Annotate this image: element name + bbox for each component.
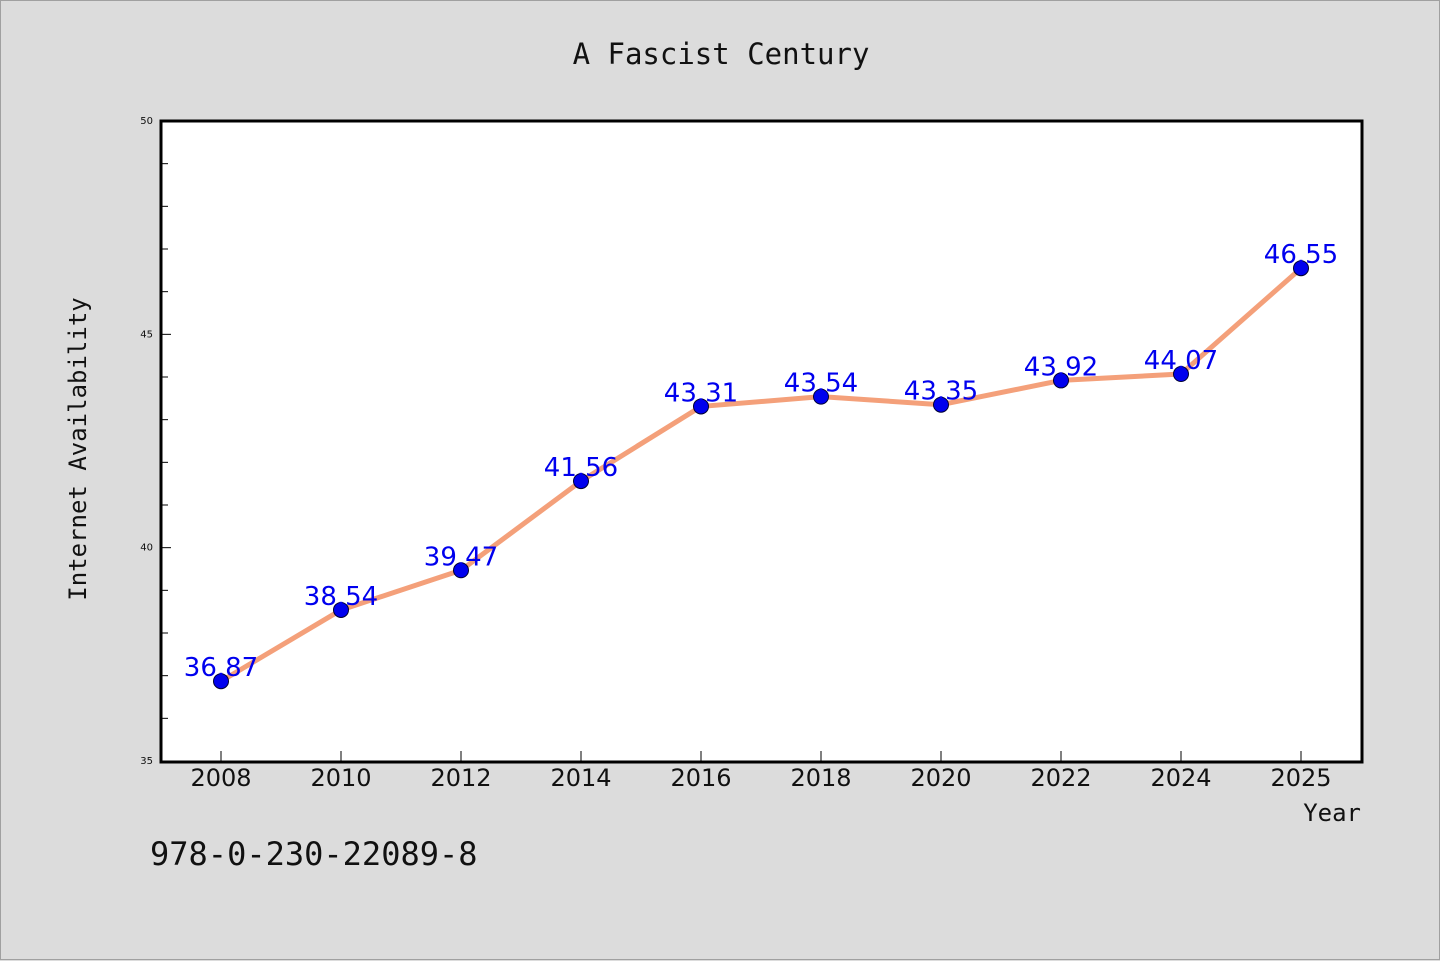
data-label: 36.87 bbox=[184, 653, 258, 683]
chart-title: A Fascist Century bbox=[573, 37, 870, 71]
data-label: 41.56 bbox=[544, 453, 618, 483]
isbn-footer: 978-0-230-22089-8 bbox=[150, 835, 478, 873]
data-point bbox=[1293, 260, 1309, 277]
x-axis-label: Year bbox=[1303, 799, 1361, 827]
data-label: 38.54 bbox=[304, 582, 378, 612]
x-tick-label: 2024 bbox=[1150, 764, 1211, 792]
data-label: 44.07 bbox=[1144, 346, 1218, 376]
series-line bbox=[218, 265, 1304, 684]
data-label: 43.35 bbox=[904, 377, 978, 407]
data-label: 43.54 bbox=[784, 369, 858, 399]
data-point bbox=[1173, 366, 1189, 383]
data-label: 46.55 bbox=[1264, 240, 1338, 270]
x-tick-label: 2020 bbox=[910, 764, 971, 792]
data-point bbox=[453, 562, 469, 579]
y-tick-label: 35 bbox=[140, 756, 153, 767]
data-label: 43.92 bbox=[1024, 352, 1098, 382]
y-tick-label: 40 bbox=[140, 543, 153, 554]
plot-area bbox=[159, 119, 1364, 764]
data-point bbox=[693, 398, 709, 415]
x-tick-label: 2012 bbox=[430, 764, 491, 792]
data-point bbox=[213, 673, 229, 690]
y-tick-label: 50 bbox=[140, 116, 153, 127]
x-tick-label: 2018 bbox=[790, 764, 851, 792]
data-label: 39.47 bbox=[424, 542, 498, 572]
data-point bbox=[333, 601, 349, 618]
data-point bbox=[933, 396, 949, 413]
x-tick-label: 2008 bbox=[190, 764, 251, 792]
data-point bbox=[813, 388, 829, 405]
x-tick-label: 2010 bbox=[310, 764, 371, 792]
series-layer: 36.87 38.54 39.47 41.56 43.31 43.54 43.35 43.92… bbox=[184, 240, 1338, 690]
data-point bbox=[1053, 372, 1069, 389]
data-label: 43.31 bbox=[664, 378, 738, 408]
x-tick-label: 2014 bbox=[550, 764, 611, 792]
y-tick-label: 45 bbox=[140, 329, 153, 340]
x-tick-label: 2022 bbox=[1030, 764, 1091, 792]
x-tick-label: 2025 bbox=[1270, 764, 1331, 792]
x-axis: 2008 2010 2012 2014 2016 2018 2020 2022 2024 2025 bbox=[190, 751, 1332, 792]
data-point bbox=[573, 473, 589, 490]
y-axis: 35 40 45 50 bbox=[140, 116, 171, 767]
y-axis-label: Internet Availability bbox=[64, 297, 92, 600]
x-tick-label: 2016 bbox=[670, 764, 731, 792]
